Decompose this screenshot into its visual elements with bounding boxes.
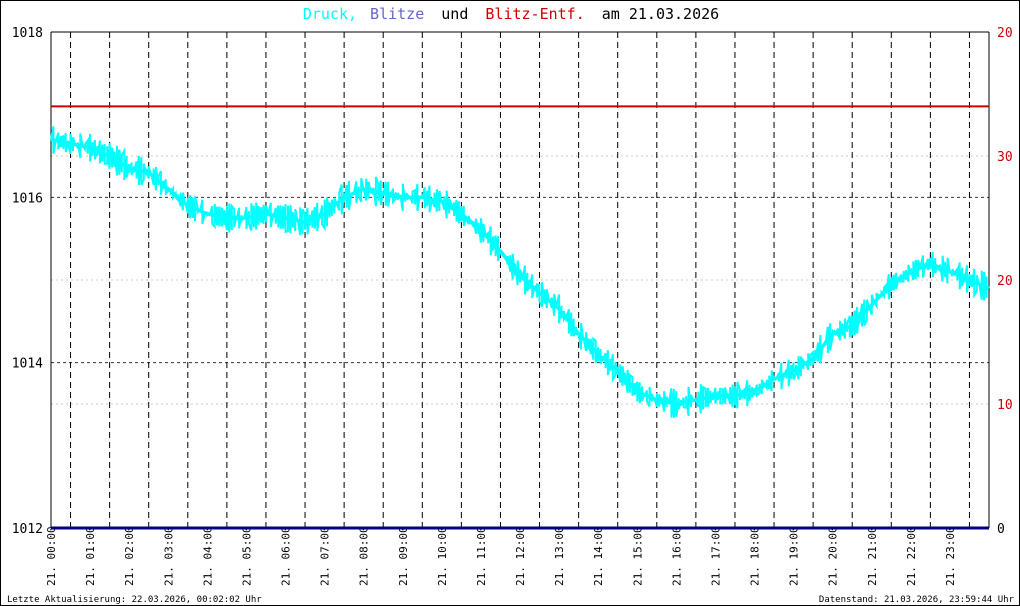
- x-tick-label: 21. 09:00: [397, 526, 410, 586]
- x-tick-label: 21. 08:00: [358, 526, 371, 586]
- x-tick-label: 21. 02:00: [123, 526, 136, 586]
- x-tick-label: 21. 16:00: [670, 526, 683, 586]
- left-tick-label: 1018: [12, 26, 43, 41]
- left-tick-label: 1012: [12, 522, 43, 537]
- title-part-blitz-entf: Blitz-Entf.: [485, 5, 584, 23]
- left-tick-label: 1014: [12, 357, 43, 372]
- x-tick-label: 21. 06:00: [280, 526, 293, 586]
- title-part-druck: Druck,: [303, 5, 357, 23]
- x-tick-label: 21. 15:00: [631, 526, 644, 586]
- x-tick-label: 21. 13:00: [553, 526, 566, 586]
- x-tick-label: 21. 00:00: [45, 526, 58, 586]
- footer-data-status: Datenstand: 21.03.2026, 23:59:44 Uhr: [819, 595, 1015, 605]
- x-tick-label: 21. 18:00: [749, 526, 762, 586]
- right-tick-label: 0: [997, 522, 1005, 537]
- x-tick-label: 21. 05:00: [240, 526, 253, 586]
- footer-last-update: Letzte Aktualisierung: 22.03.2026, 00:02…: [7, 595, 262, 605]
- x-tick-label: 21. 01:00: [84, 526, 97, 586]
- title-part-date: am 21.03.2026: [602, 5, 719, 23]
- x-tick-label: 21. 21:00: [866, 526, 879, 586]
- right-tick-label: 30: [997, 150, 1013, 165]
- x-tick-label: 21. 11:00: [475, 526, 488, 586]
- title-part-blitze: Blitze: [370, 5, 424, 23]
- x-tick-label: 21. 10:00: [436, 526, 449, 586]
- x-tick-label: 21. 17:00: [709, 526, 722, 586]
- right-tick-label: 10: [997, 398, 1013, 413]
- series-druck-noise: [50, 126, 988, 418]
- x-tick-label: 21. 22:00: [905, 526, 918, 586]
- right-tick-label: 20: [997, 26, 1013, 41]
- x-tick-label: 21. 14:00: [592, 526, 605, 586]
- x-tick-label: 21. 23:00: [944, 526, 957, 586]
- x-tick-label: 21. 20:00: [827, 526, 840, 586]
- x-tick-label: 21. 19:00: [788, 526, 801, 586]
- x-tick-label: 21. 04:00: [201, 526, 214, 586]
- left-tick-label: 1016: [12, 191, 43, 206]
- chart-title: Druck, Blitze und Blitz-Entf. am 21.03.2…: [303, 5, 719, 23]
- right-tick-label: 20: [997, 274, 1013, 289]
- title-part-und: und: [441, 5, 468, 23]
- x-tick-label: 21. 12:00: [514, 526, 527, 586]
- x-tick-label: 21. 07:00: [319, 526, 332, 586]
- x-tick-label: 21. 03:00: [162, 526, 175, 586]
- plot-area: 1012 1014 1016 1018 0 10 20 30 20 21. 00:00 21. 01…: [12, 26, 1013, 586]
